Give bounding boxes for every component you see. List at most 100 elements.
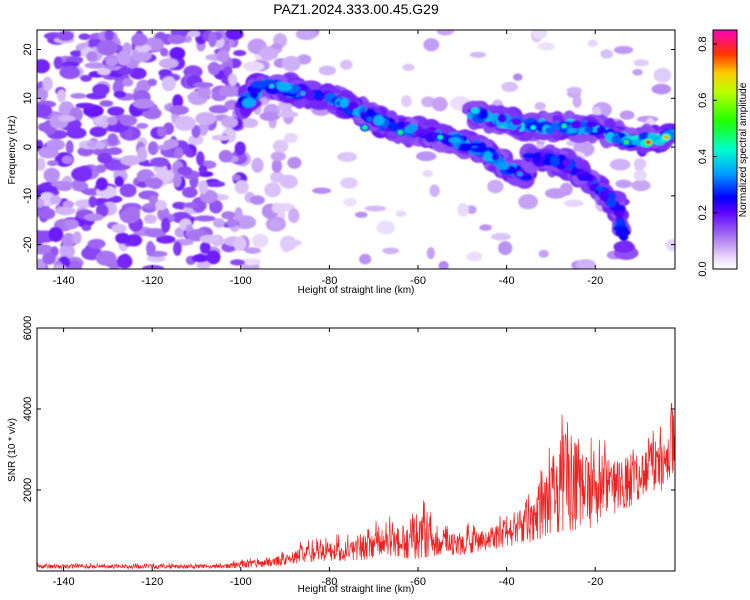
spectrogram-cell [613,46,634,54]
spectrogram-cell [183,202,199,209]
spectrogram-y-axis-label: Frequency (Hz) [7,116,18,185]
spectrogram-cell [96,40,118,56]
spectrogram-cell [218,149,233,163]
spectrogram-cell [436,30,454,36]
spectrogram-cell [647,132,656,141]
spectrogram-cell [653,67,672,83]
spectrogram-cell [172,94,184,109]
spectrogram-y-tick-label: 0 [22,144,34,150]
spectrogram-cell [281,55,301,72]
spectrogram-cell [99,100,114,107]
spectrogram-cell [613,240,635,253]
snr-panel: -140 -120 -100 -80 -60 -40 -20 2000 4000 6000 He… [7,316,676,595]
spectrogram-cell [160,47,169,57]
spectrogram-cell [221,116,238,129]
spectrogram-cell [466,205,477,215]
spectrogram-cell [234,180,249,195]
spectrogram-cell [259,46,279,61]
spectrogram-cell [173,241,182,256]
snr-x-tick-label: -60 [410,576,426,588]
spectrogram-cell [632,69,643,76]
spectrogram-cell [97,152,113,164]
spectrogram-cell [252,233,269,248]
spectrogram-cell [365,108,376,117]
spectrogram-cell [631,139,641,146]
spectrogram-cell [562,158,571,167]
spectrogram-cell [142,265,165,269]
spectrogram-y-ticks: -20 -10 0 10 20 [22,43,675,253]
snr-x-tick-label: -80 [321,576,337,588]
spectrogram-cell [240,258,262,266]
spectrogram-cell [242,61,265,72]
spectrogram-cell [422,169,434,178]
spectrogram-cell [191,124,201,139]
spectrogram-cell [195,112,217,125]
spectrogram-cell [537,42,555,51]
spectrogram-frame [36,29,676,270]
spectrogram-cell [491,232,511,241]
spectrogram-cell [429,184,440,197]
spectrogram-cell [619,110,635,120]
spectrogram-cell [563,199,584,207]
spectrogram-cell [125,234,143,247]
spectrogram-cell [271,159,283,173]
spectrogram-cell [318,65,337,76]
spectrogram-cell [66,127,87,139]
spectrogram-cell [174,147,184,160]
spectrogram-cell [501,81,518,92]
spectrogram-cell [122,78,134,87]
spectrogram-cell [561,123,567,129]
spectrogram-cell [355,211,368,218]
spectrogram-cell [80,74,92,82]
snr-background [37,328,675,571]
spectrogram-cell [550,122,561,130]
snr-x-axis-label: Height of straight line (km) [298,584,415,595]
spectrogram-cell [119,183,137,198]
spectrogram-cell [95,164,107,173]
spectrogram-cell [231,174,241,181]
spectrogram-cell [276,82,293,92]
spectrogram-cell [137,146,148,162]
spectrogram-cell [72,231,82,245]
spectrogram-cell [71,166,93,182]
spectrogram-cell [144,228,167,238]
spectrogram-cell [359,111,368,118]
spectrogram-cell [107,116,118,126]
spectrogram-cell [150,157,169,168]
spectrogram-cell [191,254,210,263]
spectrogram-cell [277,175,291,183]
spectrogram-cell [426,247,435,260]
spectrogram-cell [584,127,594,133]
spectrogram-cell [651,83,672,95]
spectrogram-cell [511,118,522,126]
spectrogram-cell [345,101,360,110]
spectrogram-cell [281,239,302,247]
spectrogram-cell [423,38,440,52]
spectrogram-cell [218,85,240,97]
spectrogram-cell [62,200,75,208]
spectrogram-cell [288,208,300,224]
spectrogram-cell [117,114,129,122]
spectrogram-x-tick-label: -20 [587,275,603,287]
spectrogram-cell [97,68,111,76]
spectrogram-cell [161,217,171,233]
spectrogram-x-tick-label: -120 [141,275,163,287]
spectrogram-cell [244,247,261,254]
spectrogram-cell [666,238,675,252]
spectrogram-cell [92,83,110,97]
spectrogram-cell [575,259,596,269]
spectrogram-cell [119,253,132,268]
spectrogram-cell [87,238,106,249]
spectrogram-cell [39,208,56,220]
spectrogram-cell [234,207,243,222]
spectrogram-cell [470,107,480,114]
spectrogram-cell [457,202,469,217]
snr-series-line [37,403,675,570]
spectrogram-cell [295,30,317,41]
spectrogram-x-tick-label: -80 [321,275,337,287]
spectrogram-cell [38,122,50,132]
snr-y-tick-label: 4000 [22,397,34,421]
spectrogram-x-tick-label: -140 [53,275,75,287]
spectrogram-cell [487,179,504,194]
spectrogram-cell [47,160,59,167]
